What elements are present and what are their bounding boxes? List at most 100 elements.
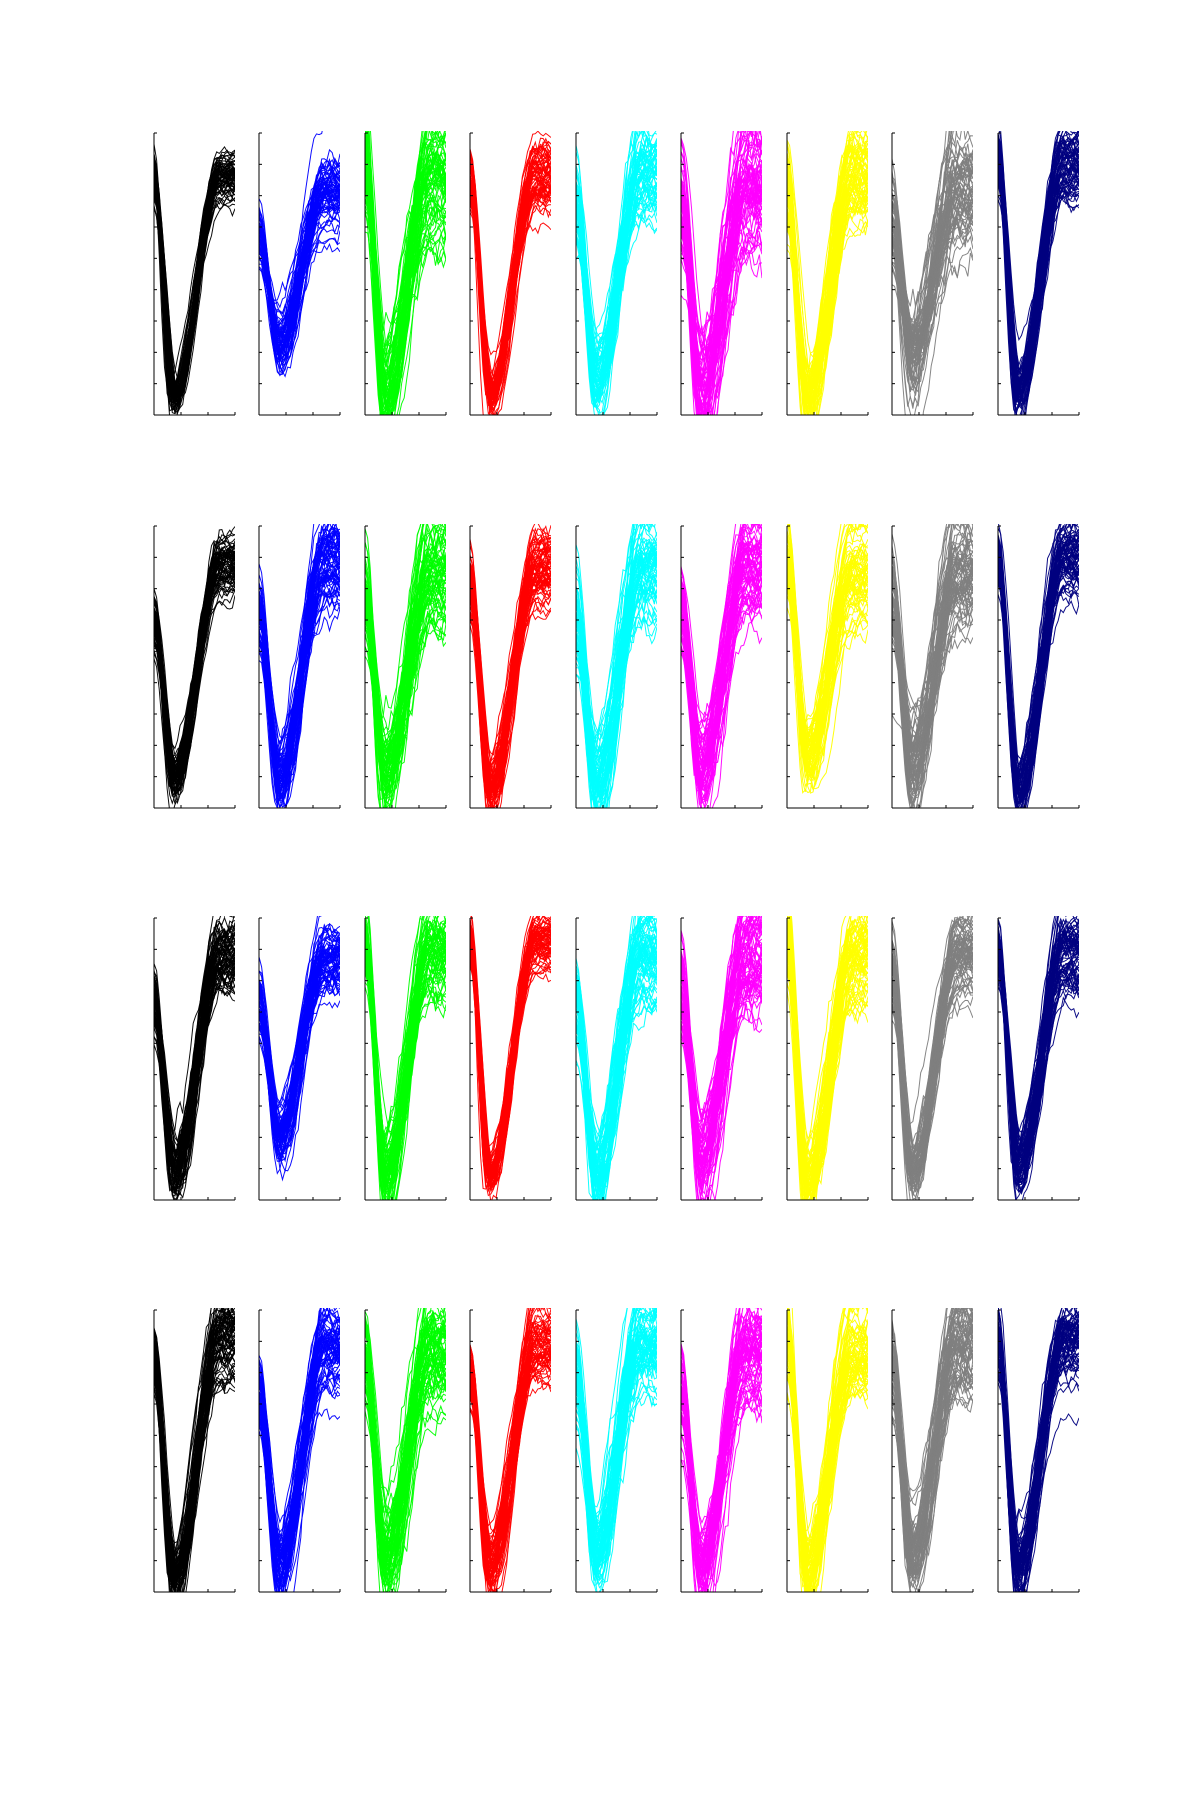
waveform-trace xyxy=(892,945,973,1196)
waveform-trace xyxy=(576,174,657,372)
waveform-trace xyxy=(787,1308,845,1577)
waveform-trace xyxy=(470,926,551,1182)
waveform-trace xyxy=(259,177,340,336)
waveform-panel-r3-c2 xyxy=(258,916,341,1201)
waveform-trace xyxy=(470,565,551,798)
waveform-trace xyxy=(681,1344,762,1576)
waveform-trace xyxy=(576,933,657,1200)
waveform-trace xyxy=(787,524,842,760)
waveform-panel-r3-c6 xyxy=(680,916,763,1201)
waveform-trace xyxy=(154,916,214,1148)
waveform-trace xyxy=(787,545,868,779)
waveform-panel-r2-c6 xyxy=(680,524,763,809)
waveform-trace xyxy=(576,950,657,1181)
waveform-trace xyxy=(154,963,235,1197)
waveform-panel-r2-c2 xyxy=(258,524,341,809)
waveform-trace xyxy=(365,1345,446,1565)
waveform-panel-r2-c1 xyxy=(153,525,236,809)
waveform-trace xyxy=(259,1360,340,1558)
waveform-trace xyxy=(154,543,235,774)
waveform-panel-r4-c2 xyxy=(258,1308,341,1593)
waveform-trace xyxy=(470,950,551,1186)
waveform-trace xyxy=(365,614,446,793)
waveform-trace xyxy=(892,954,973,1173)
waveform-trace xyxy=(259,163,340,360)
waveform-trace xyxy=(892,580,973,731)
waveform-trace xyxy=(259,937,340,1143)
waveform-trace xyxy=(998,136,1079,411)
waveform-trace xyxy=(787,1308,846,1592)
waveform-trace xyxy=(154,586,235,785)
waveform-trace xyxy=(787,1308,868,1574)
waveform-trace xyxy=(259,570,340,781)
waveform-trace xyxy=(154,567,235,763)
waveform-trace xyxy=(998,1328,1079,1575)
waveform-trace xyxy=(787,1318,868,1592)
waveform-panel-r3-c7 xyxy=(786,916,869,1201)
waveform-panel-r3-c9 xyxy=(997,916,1080,1201)
waveform-trace xyxy=(998,935,1079,1154)
waveform-trace xyxy=(154,584,235,768)
waveform-trace xyxy=(681,953,762,1184)
waveform-trace xyxy=(892,1318,973,1552)
waveform-trace xyxy=(998,1316,1079,1586)
waveform-trace xyxy=(681,594,762,775)
waveform-panel-r1-c6 xyxy=(680,131,763,416)
waveform-trace xyxy=(892,586,973,808)
waveform-trace xyxy=(470,147,551,406)
waveform-trace xyxy=(365,1308,446,1568)
waveform-trace xyxy=(787,943,868,1200)
waveform-trace xyxy=(892,1321,973,1547)
waveform-trace xyxy=(365,161,446,357)
waveform-trace xyxy=(998,932,1079,1154)
waveform-trace xyxy=(681,218,762,415)
waveform-trace xyxy=(470,934,551,1179)
waveform-trace xyxy=(154,1315,235,1544)
waveform-trace xyxy=(154,959,235,1192)
waveform-trace xyxy=(259,526,340,772)
waveform-panel-r4-c5 xyxy=(575,1308,658,1593)
waveform-trace xyxy=(892,539,973,774)
waveform-trace xyxy=(365,930,446,1138)
waveform-trace xyxy=(681,1308,762,1580)
waveform-trace xyxy=(787,1324,868,1583)
waveform-panel-r2-c5 xyxy=(575,524,658,809)
waveform-trace xyxy=(259,524,340,801)
waveform-trace xyxy=(998,917,1079,1167)
waveform-trace xyxy=(998,556,1079,808)
waveform-trace xyxy=(681,1381,762,1588)
waveform-panel-r3-c1 xyxy=(153,916,236,1201)
waveform-panel-r2-c3 xyxy=(364,524,447,809)
waveform-trace xyxy=(259,187,340,350)
waveform-trace xyxy=(681,935,762,1200)
waveform-trace xyxy=(576,1308,657,1557)
waveform-trace xyxy=(892,1348,973,1592)
waveform-trace xyxy=(681,565,762,808)
waveform-trace xyxy=(154,567,235,763)
waveform-panel-r4-c3 xyxy=(364,1308,447,1593)
waveform-panel-r2-c7 xyxy=(786,524,869,809)
waveform-trace xyxy=(892,565,973,773)
waveform-trace xyxy=(154,154,235,396)
waveform-trace xyxy=(892,543,973,751)
waveform-trace xyxy=(998,142,1079,405)
waveform-panel-r1-c9 xyxy=(997,131,1080,416)
waveform-trace xyxy=(259,573,340,779)
waveform-trace xyxy=(259,916,323,1144)
waveform-trace xyxy=(787,932,868,1152)
waveform-trace xyxy=(998,1308,1078,1592)
waveform-trace xyxy=(576,553,657,755)
waveform-panel-r4-c9 xyxy=(997,1308,1080,1593)
waveform-trace xyxy=(892,575,973,761)
waveform-trace xyxy=(892,160,973,321)
waveform-trace xyxy=(892,163,973,330)
waveform-trace xyxy=(681,524,737,754)
waveform-trace xyxy=(892,193,973,381)
waveform-trace xyxy=(681,956,762,1162)
waveform-trace xyxy=(365,524,446,749)
waveform-trace xyxy=(681,1386,762,1592)
waveform-trace xyxy=(259,1346,340,1583)
waveform-panel-r3-c4 xyxy=(469,916,552,1201)
waveform-panel-r1-c4 xyxy=(469,131,552,416)
waveform-panel-r2-c4 xyxy=(469,524,552,809)
